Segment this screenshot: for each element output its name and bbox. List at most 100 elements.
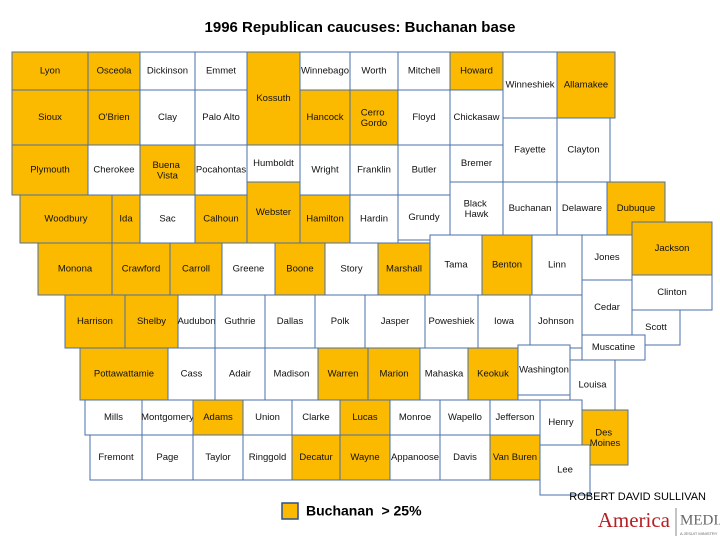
county	[11, 51, 89, 91]
county	[556, 117, 611, 183]
county-name: Sioux	[38, 112, 62, 123]
county-name: Scott	[645, 322, 667, 333]
county-name: Appanoose	[391, 452, 439, 463]
county	[242, 434, 293, 481]
county	[397, 144, 451, 196]
county	[349, 144, 399, 196]
county-name: Cedar	[594, 302, 620, 313]
credit: ROBERT DAVID SULLIVAN	[569, 491, 706, 503]
county-name: Pocahontas	[196, 165, 246, 176]
county-name: Chickasaw	[454, 112, 500, 123]
county-name: Decatur	[299, 452, 332, 463]
county-name: Dubuque	[617, 203, 656, 214]
county-name: Franklin	[357, 165, 391, 176]
county-name: Woodbury	[44, 214, 87, 225]
county-name: Jackson	[655, 243, 690, 254]
county	[291, 399, 341, 436]
county	[449, 144, 504, 183]
county-name: Monona	[58, 264, 93, 275]
county	[11, 144, 89, 196]
county	[502, 181, 558, 236]
county-name: Jasper	[381, 316, 410, 327]
county-name: Montgomery	[141, 412, 194, 423]
county	[339, 399, 391, 436]
county-name: Linn	[548, 260, 566, 271]
county-name: Wright	[311, 165, 339, 176]
county-name: Hancock	[307, 112, 344, 123]
county	[141, 434, 194, 481]
county-name: Kossuth	[256, 93, 290, 104]
county-name: Cerro Gordo	[361, 107, 387, 129]
county-name: Carroll	[182, 264, 210, 275]
county-name: Adair	[229, 369, 251, 380]
county-name: Winnebago	[301, 66, 349, 77]
county-name: Van Buren	[493, 452, 537, 463]
county-name: Clay	[158, 112, 177, 123]
county	[214, 347, 266, 401]
county	[11, 89, 89, 146]
county-name: Butler	[412, 165, 437, 176]
county-name: Louisa	[579, 380, 608, 391]
county	[439, 434, 491, 481]
county-name: Webster	[256, 207, 291, 218]
county	[529, 294, 583, 349]
county	[389, 434, 441, 481]
map-title: 1996 Republican caucuses: Buchanan base	[205, 19, 516, 36]
county-name: Ida	[119, 214, 133, 225]
county	[139, 89, 196, 146]
county-name: Audubon	[177, 316, 215, 327]
county-name: Marshall	[386, 264, 422, 275]
county-name: Tama	[444, 260, 468, 271]
county	[581, 334, 646, 361]
county-name: Washington	[519, 365, 569, 376]
county	[89, 434, 143, 481]
county-name: Boone	[286, 264, 313, 275]
county	[246, 181, 301, 244]
county-name: Mahaska	[425, 369, 464, 380]
county-name: Lucas	[352, 412, 378, 423]
county-name: Clarke	[302, 412, 329, 423]
county-name: Keokuk	[477, 369, 509, 380]
logo-tagline: A JESUIT MINISTRY	[680, 531, 718, 536]
county-name: Polk	[331, 316, 350, 327]
county-name: Dallas	[277, 316, 304, 327]
county-name: Sac	[159, 214, 176, 225]
county	[397, 51, 451, 91]
county-name: Allamakee	[564, 80, 608, 91]
county-name: Emmet	[206, 66, 236, 77]
county-name: Greene	[233, 264, 265, 275]
county-name: Union	[255, 412, 280, 423]
county	[246, 144, 301, 183]
county-name: Cherokee	[93, 165, 134, 176]
county	[556, 51, 616, 119]
county	[299, 194, 351, 244]
county	[581, 234, 633, 281]
county	[631, 221, 713, 276]
county-name: Iowa	[494, 316, 515, 327]
county-name: Palo Alto	[202, 112, 240, 123]
county-name: Poweshiek	[429, 316, 475, 327]
county	[419, 347, 469, 401]
county-name: Floyd	[412, 112, 435, 123]
county	[37, 242, 113, 296]
county	[111, 242, 171, 296]
county-name: Wayne	[350, 452, 379, 463]
county-name: Hardin	[360, 214, 388, 225]
county-name: Monroe	[399, 412, 431, 423]
county-name: Howard	[460, 66, 493, 77]
county-name: Guthrie	[224, 316, 255, 327]
county-name: Winneshiek	[505, 80, 554, 91]
county-name: Pottawattamie	[94, 369, 154, 380]
county	[299, 89, 351, 146]
county-name: Ringgold	[249, 452, 287, 463]
county	[389, 399, 441, 436]
county-name: Wapello	[448, 412, 482, 423]
county-name: Jefferson	[496, 412, 535, 423]
county	[324, 242, 379, 296]
county-name: Des Moines	[590, 427, 621, 449]
county	[141, 399, 194, 436]
county-layer: Lyon Osceola Dickinson Emmet Kossuth Winnebag…	[11, 51, 713, 496]
county-name: Dickinson	[147, 66, 188, 77]
county-name: Humboldt	[253, 158, 294, 169]
